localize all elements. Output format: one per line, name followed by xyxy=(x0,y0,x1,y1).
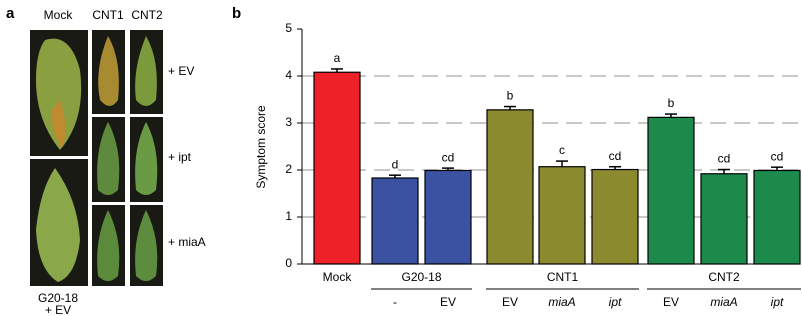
x-tick-label: ipt xyxy=(771,295,784,309)
row-label: + ipt xyxy=(168,150,192,164)
bar xyxy=(314,72,360,264)
significance-letter: cd xyxy=(771,149,784,163)
column-label: CNT1 xyxy=(92,8,124,22)
significance-letter: b xyxy=(507,89,514,103)
y-axis-label: Symptom score xyxy=(254,105,268,189)
x-tick-label: miaA xyxy=(710,295,737,309)
x-tick-label: ipt xyxy=(609,295,622,309)
y-tick-label: 5 xyxy=(285,21,292,35)
bar xyxy=(648,117,694,264)
x-tick-label: EV xyxy=(663,295,679,309)
bar xyxy=(425,170,471,264)
page: {"panel_a": {"label": "a", "columns": ["… xyxy=(0,0,802,316)
bar xyxy=(487,110,533,264)
figure: a Mock CNT1 CNT2 + EV + ipt + miaA G20-1… xyxy=(0,0,802,316)
y-tick-label: 3 xyxy=(285,115,292,129)
bar xyxy=(701,174,747,264)
x-tick-label: - xyxy=(393,295,397,309)
footer-label: + EV xyxy=(45,303,71,316)
column-label: Mock xyxy=(44,8,74,22)
panel-label: b xyxy=(232,5,241,22)
significance-letter: d xyxy=(392,157,399,171)
significance-letter: cd xyxy=(609,149,622,163)
bar xyxy=(539,167,585,264)
group-label: CNT1 xyxy=(547,270,579,284)
bar xyxy=(754,170,800,264)
bar xyxy=(372,178,418,264)
row-label: + miaA xyxy=(168,235,206,249)
significance-letter: b xyxy=(668,96,675,110)
y-tick-label: 2 xyxy=(285,162,292,176)
significance-letter: cd xyxy=(718,152,731,166)
y-tick-label: 0 xyxy=(285,256,292,270)
column-label: CNT2 xyxy=(131,8,163,22)
significance-letter: a xyxy=(334,51,341,65)
group-label: G20-18 xyxy=(401,270,441,284)
leaf-photos xyxy=(30,30,163,286)
bar xyxy=(592,170,638,264)
panel-label: a xyxy=(6,5,15,22)
x-tick-label: miaA xyxy=(548,295,575,309)
x-tick-label: EV xyxy=(440,295,456,309)
significance-letter: c xyxy=(559,143,565,157)
group-label: Mock xyxy=(323,270,353,284)
group-label: CNT2 xyxy=(708,270,740,284)
row-label: + EV xyxy=(168,64,194,78)
y-tick-label: 1 xyxy=(285,209,292,223)
x-tick-label: EV xyxy=(502,295,518,309)
y-tick-label: 4 xyxy=(285,68,292,82)
significance-letter: cd xyxy=(442,150,455,164)
